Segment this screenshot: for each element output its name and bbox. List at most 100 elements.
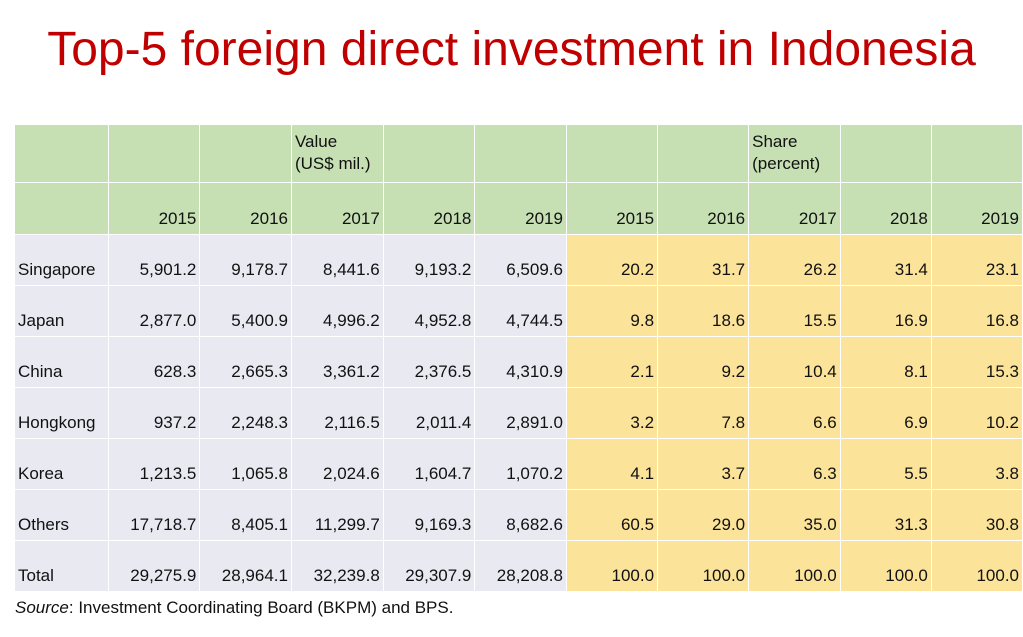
share-cell: 16.8 bbox=[930, 284, 1023, 336]
share-cell: 15.3 bbox=[930, 335, 1023, 387]
value-year-header: 2017 bbox=[290, 181, 384, 234]
value-cell: 1,604.7 bbox=[382, 437, 476, 489]
value-cell: 17,718.7 bbox=[107, 488, 201, 540]
table-row: China 628.3 2,665.3 3,361.2 2,376.5 4,310.9 2.… bbox=[14, 335, 1023, 387]
value-cell: 8,441.6 bbox=[290, 233, 384, 285]
share-cell: 2.1 bbox=[565, 335, 659, 387]
value-group-title: Value bbox=[294, 132, 338, 152]
value-cell: 2,891.0 bbox=[474, 386, 567, 438]
header-cell bbox=[107, 125, 201, 182]
value-cell: 3,361.2 bbox=[290, 335, 384, 387]
share-cell: 35.0 bbox=[748, 488, 841, 540]
header-cell bbox=[930, 125, 1023, 182]
value-cell: 9,178.7 bbox=[199, 233, 292, 285]
value-cell: 8,682.6 bbox=[474, 488, 567, 540]
header-cell bbox=[382, 125, 476, 182]
table-row: Hongkong 937.2 2,248.3 2,116.5 2,011.4 2,891.… bbox=[14, 386, 1023, 438]
share-cell: 8.1 bbox=[839, 335, 932, 387]
share-cell: 30.8 bbox=[930, 488, 1023, 540]
share-cell: 100.0 bbox=[930, 539, 1023, 591]
header-year-row: 2015 2016 2017 2018 2019 2015 2016 2017 … bbox=[14, 181, 1023, 234]
value-cell: 4,744.5 bbox=[474, 284, 567, 336]
country-name: China bbox=[14, 335, 109, 387]
share-cell: 3.2 bbox=[565, 386, 659, 438]
share-group-header: Share (percent) bbox=[748, 125, 841, 182]
share-group-title: Share bbox=[752, 132, 798, 152]
header-cell bbox=[199, 125, 292, 182]
country-name: Hongkong bbox=[14, 386, 109, 438]
value-cell: 11,299.7 bbox=[290, 488, 384, 540]
value-cell: 1,070.2 bbox=[474, 437, 567, 489]
value-cell: 1,213.5 bbox=[107, 437, 201, 489]
header-cell bbox=[657, 125, 750, 182]
header-cell bbox=[565, 125, 659, 182]
share-cell: 29.0 bbox=[657, 488, 750, 540]
value-cell: 2,011.4 bbox=[382, 386, 476, 438]
value-cell: 5,400.9 bbox=[199, 284, 292, 336]
value-cell: 29,275.9 bbox=[107, 539, 201, 591]
value-cell: 8,405.1 bbox=[199, 488, 292, 540]
share-cell: 5.5 bbox=[839, 437, 932, 489]
value-cell: 2,116.5 bbox=[290, 386, 384, 438]
share-year-header: 2018 bbox=[839, 181, 932, 234]
table-row: Singapore 5,901.2 9,178.7 8,441.6 9,193.2 6,5… bbox=[14, 233, 1023, 285]
share-cell: 100.0 bbox=[748, 539, 841, 591]
country-name: Korea bbox=[14, 437, 109, 489]
value-year-header: 2018 bbox=[382, 181, 476, 234]
share-year-header: 2019 bbox=[930, 181, 1023, 234]
share-cell: 3.7 bbox=[657, 437, 750, 489]
value-year-header: 2016 bbox=[199, 181, 292, 234]
country-name: Singapore bbox=[14, 233, 109, 285]
share-cell: 9.2 bbox=[657, 335, 750, 387]
value-cell: 6,509.6 bbox=[474, 233, 567, 285]
share-cell: 6.9 bbox=[839, 386, 932, 438]
table-row: Total 29,275.9 28,964.1 32,239.8 29,307.9 28,… bbox=[14, 539, 1023, 591]
share-cell: 23.1 bbox=[930, 233, 1023, 285]
source-text: : Investment Coordinating Board (BKPM) a… bbox=[68, 598, 454, 617]
share-cell: 100.0 bbox=[657, 539, 750, 591]
share-year-header: 2016 bbox=[657, 181, 750, 234]
share-cell: 100.0 bbox=[839, 539, 932, 591]
value-cell: 9,193.2 bbox=[382, 233, 476, 285]
share-cell: 6.3 bbox=[748, 437, 841, 489]
table-row: Others 17,718.7 8,405.1 11,299.7 9,169.3 8,68… bbox=[14, 488, 1023, 540]
value-cell: 937.2 bbox=[107, 386, 201, 438]
value-cell: 28,964.1 bbox=[199, 539, 292, 591]
share-cell: 4.1 bbox=[565, 437, 659, 489]
share-cell: 3.8 bbox=[930, 437, 1023, 489]
share-cell: 6.6 bbox=[748, 386, 841, 438]
value-cell: 628.3 bbox=[107, 335, 201, 387]
value-cell: 28,208.8 bbox=[474, 539, 567, 591]
value-cell: 5,901.2 bbox=[107, 233, 201, 285]
share-cell: 10.2 bbox=[930, 386, 1023, 438]
share-cell: 16.9 bbox=[839, 284, 932, 336]
share-cell: 60.5 bbox=[565, 488, 659, 540]
source-note: Source: Investment Coordinating Board (B… bbox=[15, 598, 453, 618]
header-group-row: Value (US$ mil.) Share (percent) bbox=[14, 125, 1023, 182]
share-year-header: 2017 bbox=[748, 181, 841, 234]
value-cell: 1,065.8 bbox=[199, 437, 292, 489]
country-name: Japan bbox=[14, 284, 109, 336]
share-cell: 31.3 bbox=[839, 488, 932, 540]
share-cell: 31.7 bbox=[657, 233, 750, 285]
share-cell: 31.4 bbox=[839, 233, 932, 285]
value-cell: 9,169.3 bbox=[382, 488, 476, 540]
country-name: Others bbox=[14, 488, 109, 540]
header-cell bbox=[839, 125, 932, 182]
share-cell: 15.5 bbox=[748, 284, 841, 336]
value-cell: 2,376.5 bbox=[382, 335, 476, 387]
share-cell: 20.2 bbox=[565, 233, 659, 285]
share-cell: 18.6 bbox=[657, 284, 750, 336]
value-cell: 32,239.8 bbox=[290, 539, 384, 591]
header-cell bbox=[474, 125, 567, 182]
value-cell: 2,024.6 bbox=[290, 437, 384, 489]
table-row: Korea 1,213.5 1,065.8 2,024.6 1,604.7 1,070.2… bbox=[14, 437, 1023, 489]
value-cell: 2,248.3 bbox=[199, 386, 292, 438]
share-cell: 100.0 bbox=[565, 539, 659, 591]
value-group-unit: (US$ mil.) bbox=[294, 154, 371, 174]
value-cell: 29,307.9 bbox=[382, 539, 476, 591]
header-cell bbox=[14, 125, 109, 182]
table-row: Japan 2,877.0 5,400.9 4,996.2 4,952.8 4,744.5… bbox=[14, 284, 1023, 336]
share-cell: 10.4 bbox=[748, 335, 841, 387]
value-cell: 4,310.9 bbox=[474, 335, 567, 387]
